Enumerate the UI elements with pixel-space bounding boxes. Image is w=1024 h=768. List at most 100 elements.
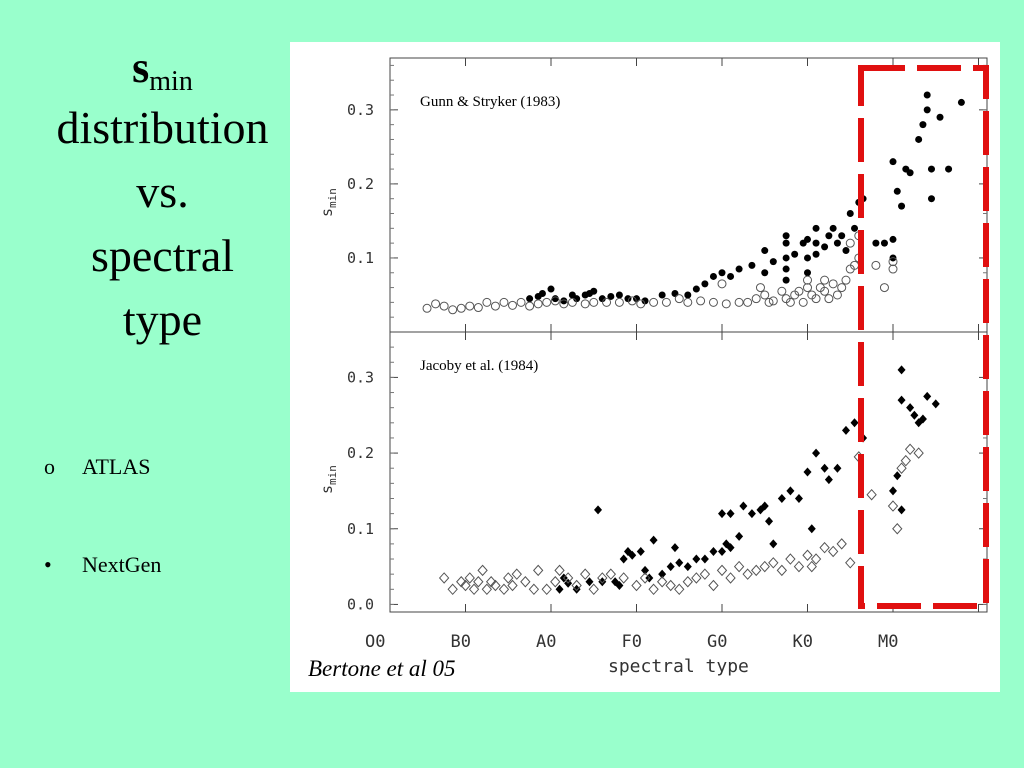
data-point-filled-circle — [880, 239, 888, 247]
data-point-open-circle — [550, 296, 560, 306]
data-point-open-circle — [674, 294, 684, 304]
data-point-open-diamond — [887, 500, 899, 512]
y-tick-label: 0.3 — [347, 368, 374, 386]
data-point-filled-circle — [842, 247, 850, 255]
data-point-open-diamond — [759, 560, 770, 573]
data-point-filled-circle — [923, 106, 931, 114]
data-point-open-circle — [871, 260, 881, 270]
data-point-filled-circle — [923, 91, 931, 99]
data-point-filled-diamond — [675, 558, 684, 568]
data-point-open-circle — [828, 279, 838, 289]
x-tick-label: G0 — [707, 632, 727, 652]
data-point-open-circle — [845, 238, 855, 248]
data-point-open-circle — [490, 301, 500, 311]
data-point-open-diamond — [507, 579, 518, 592]
data-point-filled-circle — [718, 269, 726, 277]
data-point-open-diamond — [460, 579, 471, 592]
slide-title: smin distribution vs. spectral type — [0, 46, 325, 352]
data-point-filled-diamond — [897, 505, 906, 515]
data-point-open-circle — [431, 299, 441, 309]
data-point-filled-diamond — [786, 486, 795, 496]
data-point-open-diamond — [806, 560, 817, 573]
data-point-open-circle — [760, 290, 770, 300]
data-point-open-circle — [824, 294, 834, 304]
data-point-open-circle — [888, 257, 898, 267]
bullet-label: ATLAS — [82, 454, 151, 479]
data-point-filled-diamond — [666, 562, 675, 572]
data-point-open-circle — [649, 297, 659, 307]
data-point-filled-circle — [846, 210, 854, 218]
data-point-filled-circle — [671, 289, 679, 297]
data-point-open-diamond — [605, 568, 617, 580]
y-axis-label-subscript: min — [326, 188, 339, 208]
x-tick-label: B0 — [451, 632, 471, 652]
title-line-1: distribution — [56, 102, 269, 153]
data-point-filled-diamond — [833, 463, 842, 473]
data-point-open-diamond — [691, 572, 702, 584]
data-point-open-diamond — [490, 579, 501, 592]
data-point-filled-circle — [560, 297, 568, 305]
data-point-filled-diamond — [824, 475, 833, 485]
data-point-filled-diamond — [722, 539, 731, 549]
data-point-open-diamond — [639, 572, 651, 584]
data-point-filled-diamond — [594, 505, 603, 515]
data-point-open-circle — [755, 283, 765, 293]
data-point-filled-circle — [782, 232, 790, 240]
data-point-open-circle — [768, 296, 778, 306]
bullet-list: o ATLAS • NextGen — [44, 454, 161, 650]
data-point-filled-diamond — [747, 509, 756, 519]
data-point-open-circle — [525, 301, 535, 311]
data-point-filled-circle — [782, 254, 790, 262]
title-line-2: vs. — [136, 166, 189, 217]
data-point-open-diamond — [802, 549, 813, 561]
data-point-open-diamond — [656, 575, 668, 588]
title-line-3: spectral — [90, 230, 235, 281]
data-point-open-diamond — [571, 579, 582, 592]
data-point-filled-diamond — [709, 546, 718, 556]
data-point-filled-diamond — [820, 463, 829, 473]
data-point-open-diamond — [776, 564, 788, 577]
data-point-filled-circle — [838, 232, 846, 240]
data-point-filled-circle — [641, 297, 649, 305]
data-point-open-diamond — [892, 523, 903, 535]
data-point-open-circle — [820, 286, 830, 296]
data-point-open-diamond — [554, 564, 565, 577]
data-point-filled-diamond — [718, 509, 726, 519]
data-point-filled-circle — [889, 158, 897, 166]
data-point-filled-diamond — [794, 493, 803, 503]
figure-panel: 0.1 0.2 0.3 smin Gunn & Stryker (1983) 0.0 0.1… — [290, 42, 1000, 692]
data-point-open-diamond — [768, 557, 779, 569]
data-point-open-circle — [837, 283, 847, 293]
data-point-open-diamond — [810, 553, 822, 565]
data-point-filled-circle — [615, 291, 623, 299]
data-point-open-circle — [785, 297, 795, 307]
data-point-open-circle — [439, 301, 449, 311]
data-point-filled-diamond — [598, 577, 607, 587]
data-point-open-circle — [777, 286, 787, 296]
y-tick-label: 0.1 — [347, 249, 374, 267]
x-axis-label: spectral type — [608, 656, 749, 677]
data-point-filled-circle — [727, 272, 735, 280]
data-point-open-diamond — [648, 583, 659, 596]
data-point-open-diamond — [708, 579, 719, 592]
data-point-open-diamond — [562, 572, 574, 584]
data-point-open-diamond — [597, 572, 608, 584]
data-point-filled-diamond — [910, 410, 919, 420]
y-tick-label: 0.0 — [347, 595, 374, 613]
data-point-filled-diamond — [897, 365, 906, 375]
data-point-open-diamond — [716, 564, 728, 577]
data-point-open-diamond — [447, 583, 458, 596]
data-point-filled-circle — [833, 239, 841, 247]
data-point-open-diamond — [511, 568, 522, 580]
data-point-filled-circle — [607, 292, 615, 300]
data-point-filled-circle — [573, 295, 581, 303]
data-point-filled-diamond — [850, 418, 859, 428]
data-point-filled-circle — [829, 224, 837, 232]
data-point-open-diamond — [785, 553, 796, 565]
data-point-filled-diamond — [893, 471, 902, 481]
data-point-open-diamond — [503, 572, 514, 584]
data-point-filled-circle — [735, 265, 743, 273]
data-point-filled-circle — [658, 291, 666, 299]
data-point-filled-diamond — [641, 565, 650, 575]
panel-annotation: Gunn & Stryker (1983) — [420, 94, 560, 110]
